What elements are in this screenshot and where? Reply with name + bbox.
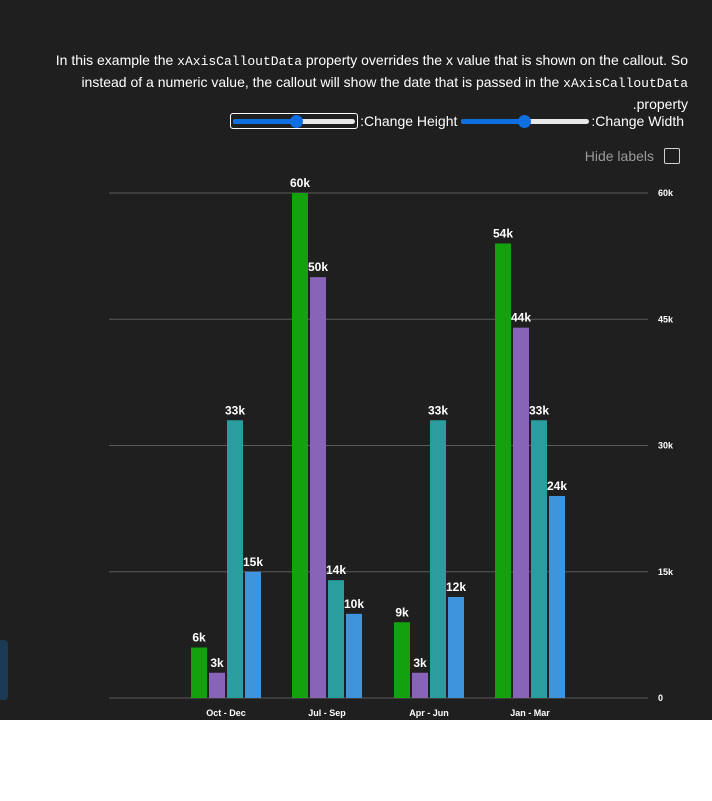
- description-part-1: In this example the: [55, 52, 178, 68]
- change-height-label: :Change Height: [360, 113, 458, 129]
- bar-data-label: 14k: [326, 563, 346, 577]
- bar: [227, 420, 243, 698]
- side-panel-tab[interactable]: [0, 640, 8, 700]
- bar: [513, 327, 529, 698]
- height-slider[interactable]: [233, 113, 356, 129]
- y-tick-label: 60k: [658, 188, 674, 198]
- bar: [245, 571, 261, 698]
- description-part-2: property overrides the x value that is s…: [81, 52, 688, 90]
- bar-data-label: 3k: [413, 656, 427, 670]
- x-tick-label: Oct - Dec: [206, 708, 246, 718]
- bar-data-label: 24k: [547, 479, 567, 493]
- width-slider-thumb[interactable]: [517, 115, 531, 128]
- y-tick-label: 0: [658, 693, 663, 703]
- x-tick-label: Jan - Mar: [510, 708, 550, 718]
- bar: [328, 580, 344, 698]
- bar: [310, 277, 326, 698]
- bar-data-label: 33k: [529, 403, 549, 417]
- bar-data-label: 15k: [243, 555, 263, 569]
- y-tick-label: 30k: [658, 441, 674, 451]
- height-slider-fill: [233, 119, 297, 124]
- bar-data-label: 10k: [344, 597, 364, 611]
- bar: [292, 193, 308, 698]
- chart-panel: In this example the xAxisCalloutData pro…: [0, 0, 712, 720]
- bar-data-label: 50k: [308, 260, 328, 274]
- description-part-3: .property: [632, 96, 688, 112]
- hide-labels-checkbox[interactable]: [664, 148, 680, 164]
- bar: [495, 243, 511, 698]
- hide-labels-label: Hide labels: [584, 148, 654, 164]
- bar: [394, 622, 410, 698]
- bar: [549, 496, 565, 698]
- bar-data-label: 33k: [225, 403, 245, 417]
- bar: [346, 613, 362, 698]
- x-tick-label: Jul - Sep: [308, 708, 346, 718]
- description-code-1: xAxisCalloutData: [177, 54, 302, 69]
- bar: [448, 597, 464, 698]
- bar-data-label: 60k: [290, 176, 310, 190]
- bar-data-label: 54k: [493, 227, 513, 241]
- bar: [209, 672, 225, 698]
- height-slider-focus-box: [230, 113, 359, 129]
- width-slider[interactable]: [461, 113, 590, 129]
- description-code-2: xAxisCalloutData: [563, 76, 688, 91]
- bar: [430, 420, 446, 698]
- height-slider-thumb[interactable]: [289, 115, 303, 128]
- bar: [531, 420, 547, 698]
- bar-data-label: 33k: [428, 403, 448, 417]
- description-text: In this example the xAxisCalloutData pro…: [20, 50, 688, 115]
- bar-chart: 0 15k 30k 45k 60k 6k 3k 33k 15k Oct - Dec 60k 50k 14…: [109, 176, 674, 718]
- bar: [412, 672, 428, 698]
- x-tick-label: Apr - Jun: [409, 708, 449, 718]
- change-width-label: :Change Width: [591, 113, 684, 129]
- hide-labels-toggle[interactable]: Hide labels: [585, 148, 680, 164]
- width-slider-fill: [461, 119, 525, 124]
- y-tick-label: 15k: [658, 567, 674, 577]
- size-controls: :Change Height :Change Width: [230, 111, 688, 131]
- bar-data-label: 44k: [511, 311, 531, 325]
- bar: [191, 647, 207, 698]
- bar-data-label: 3k: [210, 656, 224, 670]
- y-tick-label: 45k: [658, 314, 674, 324]
- bar-data-label: 12k: [446, 580, 466, 594]
- bar-data-label: 6k: [192, 631, 206, 645]
- bar-data-label: 9k: [395, 605, 409, 619]
